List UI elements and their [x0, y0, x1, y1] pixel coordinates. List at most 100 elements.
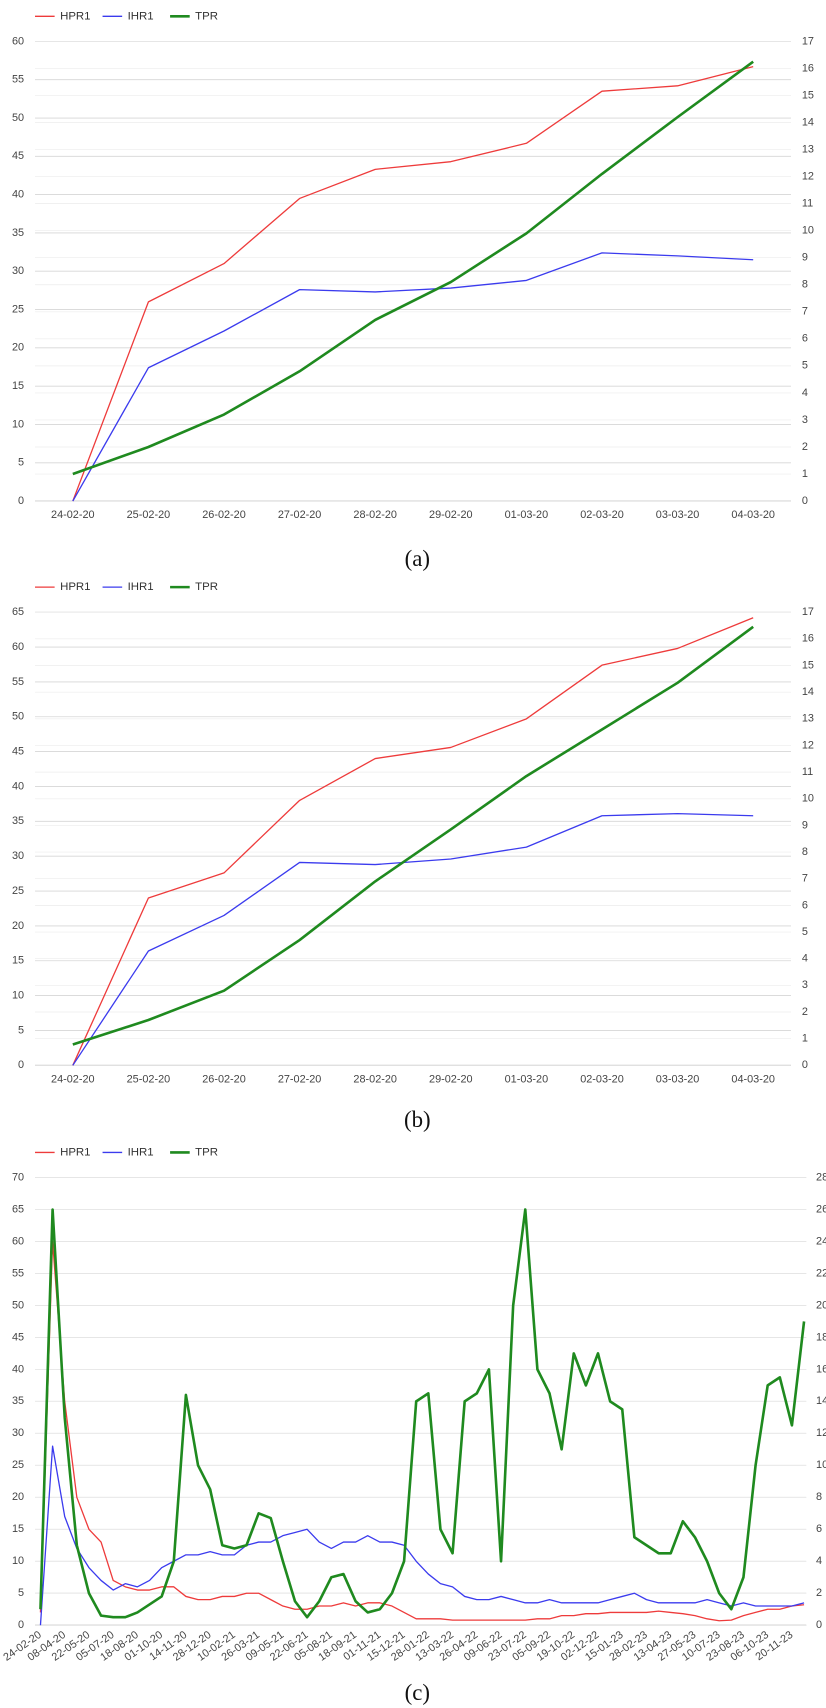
y-tick-label: 35 — [12, 815, 24, 827]
x-tick-label: 28-02-20 — [353, 509, 397, 521]
x-tick-label: 29-02-20 — [429, 509, 473, 521]
y2-tick-label: 0 — [802, 1059, 808, 1071]
y2-tick-label: 6 — [802, 333, 808, 345]
legend-label: IHR1 — [128, 581, 154, 593]
y2-tick-label: 5 — [802, 360, 808, 372]
y2-tick-label: 11 — [802, 766, 813, 778]
series-line — [39, 1208, 806, 1619]
y2-tick-label: 10 — [816, 1459, 826, 1471]
y-tick-label: 30 — [12, 1427, 24, 1439]
y2-tick-label: 8 — [802, 279, 808, 291]
series-line — [72, 617, 754, 1066]
y2-tick-label: 14 — [802, 116, 814, 128]
y2-tick-label: 8 — [816, 1491, 822, 1503]
y2-tick-label: 26 — [816, 1203, 826, 1215]
legend-label: IHR1 — [128, 1146, 154, 1158]
y2-tick-label: 7 — [802, 873, 808, 885]
y-tick-label: 30 — [12, 265, 24, 277]
y-tick-label: 35 — [12, 227, 24, 239]
y-tick-label: 30 — [12, 850, 24, 862]
x-tick-label: 02-03-20 — [580, 509, 624, 521]
y2-tick-label: 12 — [802, 170, 814, 182]
y-tick-label: 10 — [12, 1555, 24, 1567]
y2-tick-label: 14 — [816, 1395, 826, 1407]
series-line — [39, 1445, 805, 1626]
y-tick-label: 50 — [12, 112, 24, 124]
y2-tick-label: 16 — [802, 633, 814, 645]
y-tick-label: 50 — [12, 1299, 24, 1311]
y-tick-label: 10 — [12, 418, 24, 430]
y-tick-label: 45 — [12, 150, 24, 162]
y2-tick-label: 6 — [802, 899, 808, 911]
x-tick-label: 28-02-20 — [353, 1073, 397, 1085]
series-line — [72, 812, 754, 1066]
y-tick-label: 15 — [12, 955, 24, 967]
y2-tick-label: 4 — [802, 387, 808, 399]
legend-label: TPR — [195, 581, 218, 593]
x-tick-label: 26-02-20 — [202, 1073, 246, 1085]
caption: (b) — [404, 1107, 431, 1132]
x-tick-label: 25-02-20 — [127, 1073, 171, 1085]
y2-tick-label: 13 — [802, 143, 814, 155]
legend-label: TPR — [195, 1146, 218, 1158]
series-line — [72, 252, 754, 502]
y2-tick-label: 10 — [802, 793, 814, 805]
y-tick-label: 15 — [12, 1523, 24, 1535]
y-tick-label: 5 — [18, 1024, 24, 1036]
y-tick-label: 40 — [12, 1363, 24, 1375]
y2-tick-label: 12 — [802, 739, 814, 751]
y-tick-label: 55 — [12, 74, 24, 86]
y2-tick-label: 20 — [816, 1299, 826, 1311]
y2-tick-label: 3 — [802, 979, 808, 991]
y2-tick-label: 15 — [802, 659, 814, 671]
y2-tick-label: 16 — [802, 62, 814, 74]
y-tick-label: 65 — [12, 1203, 24, 1215]
y-tick-label: 40 — [12, 780, 24, 792]
y2-tick-label: 2 — [802, 441, 808, 453]
series-line — [72, 60, 754, 476]
caption: (c) — [405, 1680, 430, 1705]
y2-tick-label: 13 — [802, 713, 814, 725]
y2-tick-label: 7 — [802, 306, 808, 318]
y-tick-label: 60 — [12, 641, 24, 653]
legend-label: HPR1 — [60, 581, 90, 593]
x-tick-label: 03-03-20 — [656, 1073, 700, 1085]
y-tick-label: 20 — [12, 920, 24, 932]
y2-tick-label: 3 — [802, 414, 808, 426]
x-tick-label: 01-03-20 — [505, 509, 549, 521]
y2-tick-label: 10 — [802, 225, 814, 237]
x-tick-label: 03-03-20 — [656, 509, 700, 521]
y-tick-label: 45 — [12, 745, 24, 757]
x-tick-label: 25-02-20 — [127, 509, 171, 521]
x-tick-label: 24-02-20 — [51, 1073, 95, 1085]
y2-tick-label: 15 — [802, 89, 814, 101]
caption: (a) — [405, 546, 430, 571]
y-tick-label: 65 — [12, 606, 24, 618]
y2-tick-label: 9 — [802, 819, 808, 831]
y-tick-label: 60 — [12, 1235, 24, 1247]
y2-tick-label: 28 — [816, 1171, 826, 1183]
y2-tick-label: 17 — [802, 606, 814, 618]
x-tick-label: 01-03-20 — [505, 1073, 549, 1085]
legend-label: TPR — [195, 10, 218, 22]
series-line — [39, 1240, 805, 1622]
y-tick-label: 20 — [12, 1491, 24, 1503]
series-line — [72, 625, 754, 1046]
y2-tick-label: 5 — [802, 926, 808, 938]
series-line — [72, 66, 754, 502]
y-tick-label: 0 — [18, 495, 24, 507]
chart: 0510152025303540455055606570024681012141… — [1, 1146, 826, 1705]
y2-tick-label: 1 — [802, 1033, 808, 1045]
x-tick-label: 27-02-20 — [278, 509, 322, 521]
y2-tick-label: 2 — [802, 1006, 808, 1018]
y2-tick-label: 4 — [802, 953, 808, 965]
y2-tick-label: 0 — [816, 1619, 822, 1631]
y-tick-label: 40 — [12, 188, 24, 200]
y2-tick-label: 4 — [816, 1555, 822, 1567]
legend-label: HPR1 — [60, 1146, 90, 1158]
y2-tick-label: 24 — [816, 1235, 826, 1247]
y-tick-label: 70 — [12, 1171, 24, 1183]
x-tick-label: 02-03-20 — [580, 1073, 624, 1085]
y-tick-label: 60 — [12, 35, 24, 47]
